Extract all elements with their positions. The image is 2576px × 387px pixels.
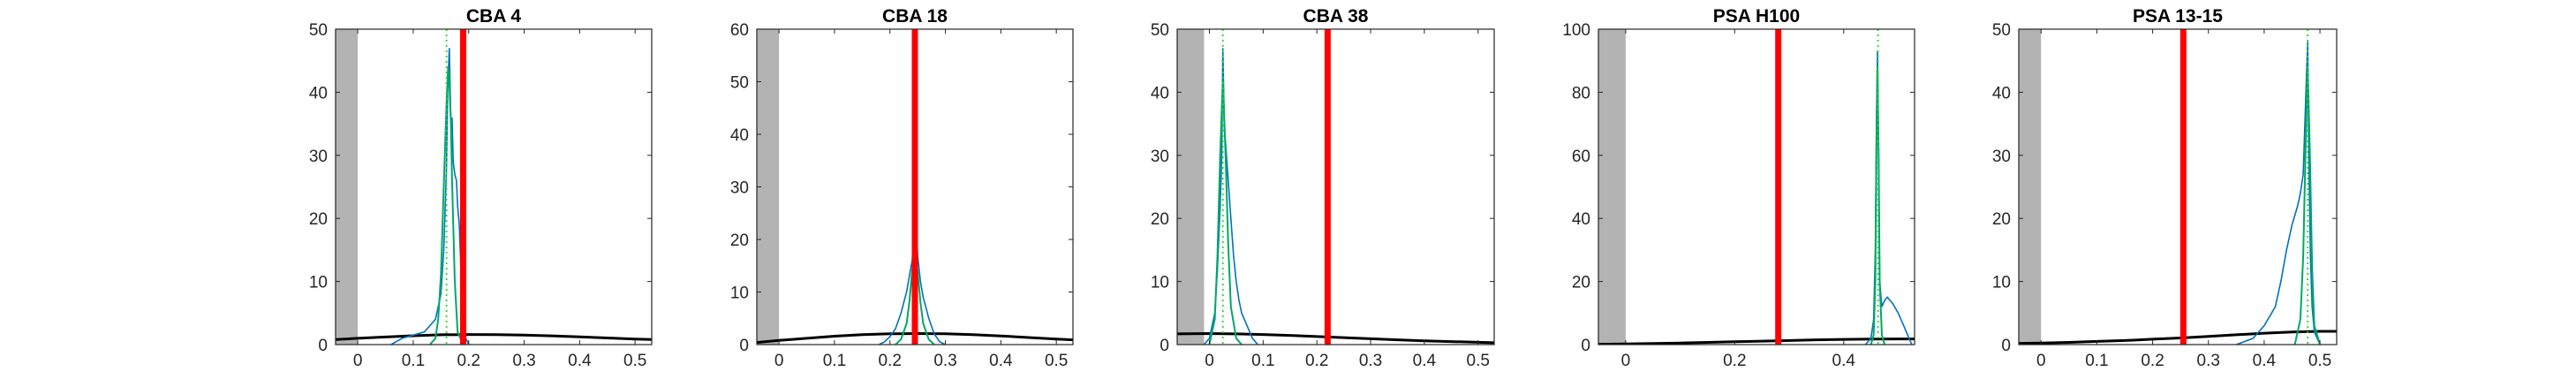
chart-panel-4: 0 0.2 0.4 0 20 40 60 80 100 PSA H100 bbox=[1562, 6, 1915, 370]
y-tick-label: 10 bbox=[1992, 274, 2011, 292]
x-tick-label: 0.2 bbox=[879, 352, 902, 370]
chart-title: CBA 18 bbox=[882, 6, 948, 27]
chart-title: CBA 38 bbox=[1303, 6, 1369, 27]
y-tick-label: 50 bbox=[1992, 21, 2011, 40]
shaded-region bbox=[336, 29, 359, 345]
y-tick-label: 30 bbox=[1992, 148, 2011, 166]
x-tick-label: 0.5 bbox=[1467, 352, 1490, 370]
x-tick-label: 0.3 bbox=[1359, 352, 1382, 370]
y-tick-label: 0 bbox=[1581, 337, 1590, 355]
y-tick-label: 40 bbox=[1151, 84, 1169, 102]
plot-content bbox=[1598, 29, 1915, 345]
y-tick-label: 20 bbox=[1572, 274, 1590, 292]
chart-panel-3: 0 0.1 0.2 0.3 0.4 0.5 0 10 20 30 40 50 CBA 38 bbox=[1151, 6, 1495, 370]
y-tick-label: 20 bbox=[1992, 210, 2011, 229]
y-tick-label: 0 bbox=[2001, 337, 2011, 355]
y-tick-label: 30 bbox=[730, 179, 749, 198]
y-tick-label: 50 bbox=[730, 74, 749, 93]
y-tick-label: 0 bbox=[318, 337, 328, 355]
chart-panel-1: 0 0.1 0.2 0.3 0.4 0.5 0 10 20 30 40 50 CBA 4 bbox=[309, 6, 653, 370]
series-histogram bbox=[2236, 42, 2321, 345]
plot-area bbox=[1598, 29, 1915, 345]
y-tick-label: 40 bbox=[1992, 84, 2011, 102]
plot-content bbox=[1177, 29, 1494, 345]
x-tick-label: 0.2 bbox=[2141, 352, 2164, 370]
axes-box bbox=[1598, 28, 1915, 345]
x-tick-label: 0.5 bbox=[623, 352, 646, 370]
x-tick-label: 0 bbox=[353, 352, 363, 370]
shaded-region bbox=[2019, 29, 2042, 345]
plot-area bbox=[2019, 29, 2337, 345]
x-tick-label: 0.1 bbox=[1251, 352, 1274, 370]
x-tick-label: 0.3 bbox=[2197, 352, 2220, 370]
x-tick-label: 0 bbox=[774, 352, 784, 370]
axes-box bbox=[2018, 28, 2338, 345]
x-tick-label: 0.4 bbox=[1413, 352, 1437, 370]
x-tick-label: 0.3 bbox=[933, 352, 956, 370]
series-broad-curve bbox=[336, 333, 652, 341]
y-tick-label: 50 bbox=[309, 21, 328, 40]
chart-panel-2: 0 0.1 0.2 0.3 0.4 0.5 0 10 20 30 40 50 60 CBA 18 bbox=[730, 6, 1074, 370]
series-fit-curve bbox=[429, 66, 465, 345]
chart-panel-5: 0 0.1 0.2 0.3 0.4 0.5 0 10 20 30 40 50 PSA 13-15 bbox=[1992, 6, 2338, 370]
chart-title: PSA H100 bbox=[1713, 6, 1800, 27]
plot-area bbox=[1177, 29, 1494, 345]
y-tick-label: 0 bbox=[1160, 337, 1169, 355]
shaded-region bbox=[1598, 29, 1626, 345]
x-tick-label: 0 bbox=[2036, 352, 2046, 370]
x-tick-label: 0 bbox=[1621, 352, 1631, 370]
x-tick-label: 0.1 bbox=[2085, 352, 2108, 370]
y-tick-label: 40 bbox=[309, 84, 328, 102]
chart-title: CBA 4 bbox=[466, 6, 522, 27]
x-tick-label: 0.5 bbox=[2308, 352, 2331, 370]
y-tick-label: 100 bbox=[1562, 21, 1590, 40]
y-tick-label: 10 bbox=[1151, 274, 1169, 292]
y-tick-label: 0 bbox=[739, 337, 749, 355]
plot-content bbox=[2019, 29, 2337, 345]
series-fit-curve bbox=[1208, 80, 1243, 345]
axes-box bbox=[1176, 28, 1495, 345]
x-tick-label: 0.4 bbox=[2253, 352, 2277, 370]
y-tick-label: 30 bbox=[309, 148, 328, 166]
y-tick-label: 30 bbox=[1151, 148, 1169, 166]
y-tick-label: 20 bbox=[1151, 210, 1169, 229]
y-tick-label: 20 bbox=[730, 231, 749, 250]
x-tick-label: 0.4 bbox=[568, 352, 592, 370]
plot-content bbox=[336, 29, 652, 345]
y-tick-label: 40 bbox=[1572, 210, 1590, 229]
x-tick-label: 0.2 bbox=[457, 352, 480, 370]
x-tick-label: 0.3 bbox=[512, 352, 535, 370]
axes-box bbox=[335, 28, 653, 345]
y-tick-label: 60 bbox=[730, 21, 749, 40]
y-tick-label: 10 bbox=[730, 285, 749, 303]
y-tick-label: 20 bbox=[309, 210, 328, 229]
y-tick-label: 80 bbox=[1572, 84, 1590, 102]
chart-title: PSA 13-15 bbox=[2133, 6, 2223, 27]
x-tick-label: 0.2 bbox=[1723, 352, 1746, 370]
y-tick-label: 50 bbox=[1151, 21, 1169, 40]
shaded-region bbox=[1177, 29, 1205, 345]
x-tick-label: 0.5 bbox=[1045, 352, 1068, 370]
x-tick-label: 0.1 bbox=[402, 352, 425, 370]
y-tick-label: 60 bbox=[1572, 148, 1590, 166]
x-tick-label: 0.4 bbox=[989, 352, 1013, 370]
x-tick-label: 0.2 bbox=[1305, 352, 1328, 370]
x-tick-label: 0.1 bbox=[823, 352, 846, 370]
y-tick-label: 40 bbox=[730, 126, 749, 145]
x-tick-label: 0.4 bbox=[1832, 352, 1856, 370]
x-tick-label: 0 bbox=[1205, 352, 1214, 370]
plot-area bbox=[336, 29, 652, 345]
y-tick-label: 10 bbox=[309, 274, 328, 292]
